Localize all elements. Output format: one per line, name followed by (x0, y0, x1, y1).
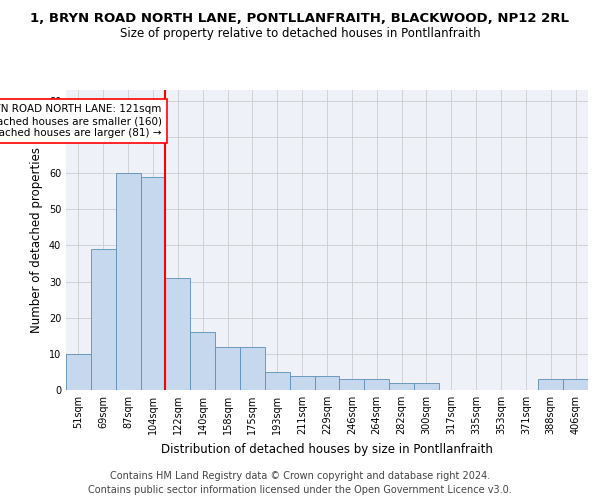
Bar (364, 379, 389, 390)
Bar (389, 383, 414, 390)
Bar (290, 376, 314, 390)
Bar (414, 383, 439, 390)
Text: 1, BRYN ROAD NORTH LANE, PONTLLANFRAITH, BLACKWOOD, NP12 2RL: 1, BRYN ROAD NORTH LANE, PONTLLANFRAITH,… (31, 12, 569, 26)
Bar (563, 379, 588, 390)
Bar (265, 372, 290, 390)
Y-axis label: Number of detached properties: Number of detached properties (30, 147, 43, 333)
Bar (116, 173, 140, 390)
Text: Contains HM Land Registry data © Crown copyright and database right 2024.
Contai: Contains HM Land Registry data © Crown c… (88, 471, 512, 495)
Bar (166, 278, 190, 390)
Bar (66, 354, 91, 390)
Text: 1 BRYN ROAD NORTH LANE: 121sqm
← 66% of detached houses are smaller (160)
33% of: 1 BRYN ROAD NORTH LANE: 121sqm ← 66% of … (0, 104, 162, 138)
Bar (538, 379, 563, 390)
X-axis label: Distribution of detached houses by size in Pontllanfraith: Distribution of detached houses by size … (161, 442, 493, 456)
Bar (240, 346, 265, 390)
Text: Size of property relative to detached houses in Pontllanfraith: Size of property relative to detached ho… (119, 28, 481, 40)
Bar (340, 379, 364, 390)
Bar (91, 249, 116, 390)
Bar (190, 332, 215, 390)
Bar (314, 376, 340, 390)
Bar (140, 176, 166, 390)
Bar (215, 346, 240, 390)
